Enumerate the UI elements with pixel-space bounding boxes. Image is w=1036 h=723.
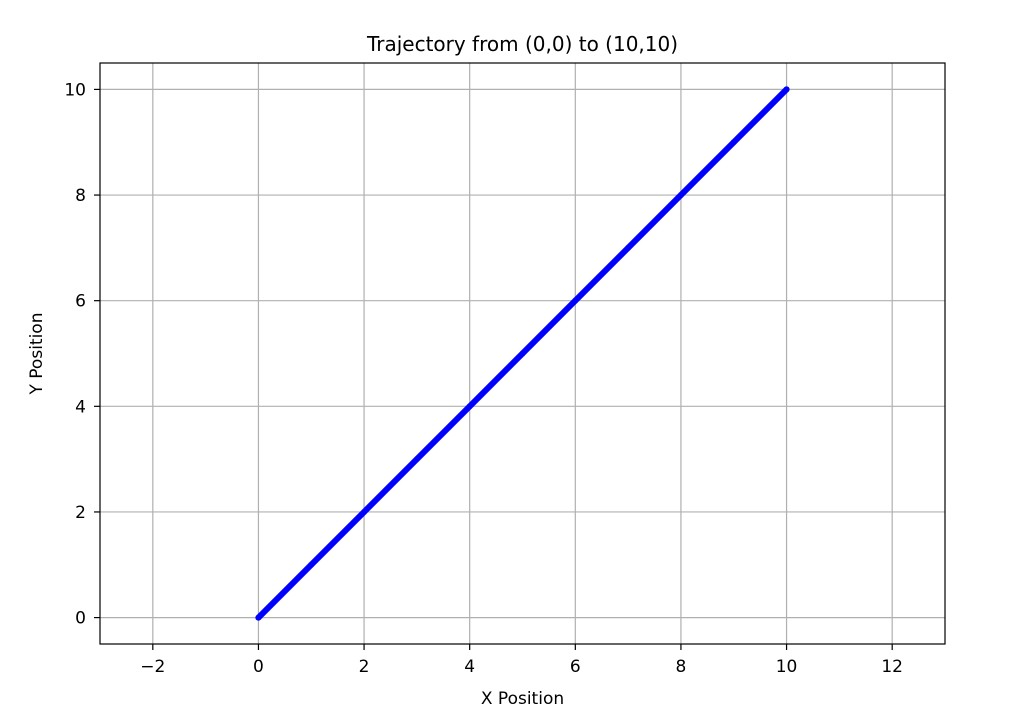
trajectory-point — [677, 192, 684, 199]
x-tick-label: 10 — [776, 657, 798, 677]
trajectory-point — [572, 297, 579, 304]
chart-title: Trajectory from (0,0) to (10,10) — [366, 32, 678, 56]
grid-layer — [100, 63, 945, 644]
trajectory-point — [783, 86, 790, 93]
x-tick-label: 0 — [253, 657, 264, 677]
series-layer — [255, 86, 790, 621]
y-tick-label: 0 — [75, 609, 86, 629]
trajectory-point — [730, 139, 737, 146]
x-axis-ticks: −2 0 2 4 6 8 10 12 — [140, 644, 903, 677]
x-tick-label: 2 — [359, 657, 370, 677]
y-tick-label: 8 — [75, 186, 86, 206]
x-tick-label: −2 — [140, 657, 165, 677]
y-axis-title: Y Position — [27, 313, 47, 396]
x-tick-label: 6 — [570, 657, 581, 677]
y-tick-label: 4 — [75, 397, 86, 417]
x-tick-label: 8 — [676, 657, 687, 677]
trajectory-point — [361, 508, 368, 515]
trajectory-point — [519, 350, 526, 357]
y-tick-label: 6 — [75, 292, 86, 312]
y-tick-label: 2 — [75, 503, 86, 523]
x-tick-label: 12 — [881, 657, 903, 677]
x-tick-label: 4 — [464, 657, 475, 677]
trajectory-point — [625, 244, 632, 251]
trajectory-point — [466, 403, 473, 410]
trajectory-point — [255, 614, 262, 621]
trajectory-point — [413, 456, 420, 463]
y-axis-ticks: 0 2 4 6 8 10 — [64, 80, 100, 629]
y-tick-label: 10 — [64, 80, 86, 100]
plot-frame — [99, 62, 946, 645]
x-axis-title: X Position — [481, 689, 564, 709]
trajectory-point — [308, 561, 315, 568]
